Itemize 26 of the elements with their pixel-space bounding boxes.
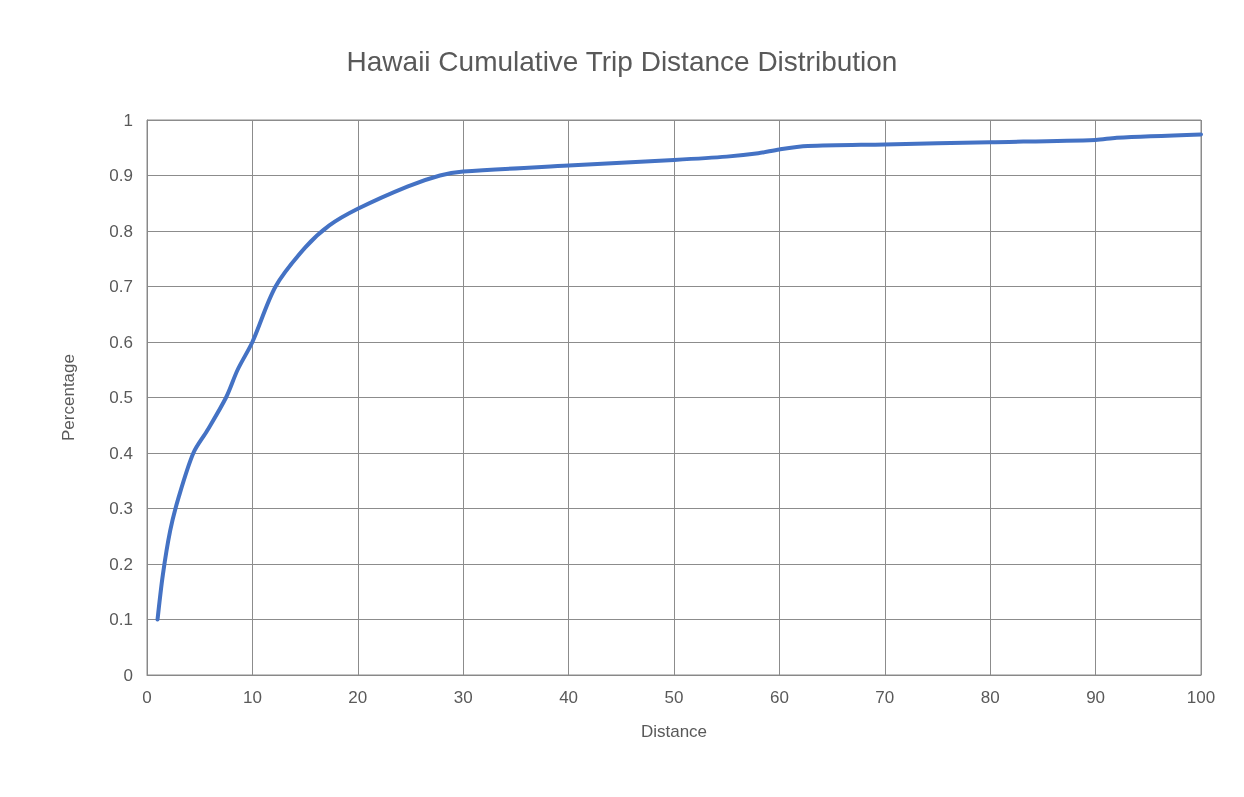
x-tick-label: 20 xyxy=(348,688,368,707)
y-tick-label: 0.6 xyxy=(109,332,133,352)
y-tick-label: 0.2 xyxy=(109,554,133,574)
x-tick-label: 60 xyxy=(769,688,789,707)
x-tick-label: 0 xyxy=(142,688,152,707)
x-tick-label: 100 xyxy=(1186,688,1216,707)
y-tick-label: 0 xyxy=(123,665,133,685)
y-tick-label: 1 xyxy=(123,110,133,130)
x-tick-label: 40 xyxy=(559,688,579,707)
x-axis-title: Distance xyxy=(640,722,708,741)
y-axis-title: Percentage xyxy=(59,354,78,441)
line-series xyxy=(155,132,1203,622)
x-tick-label: 80 xyxy=(980,688,1000,707)
y-tick-label: 0.4 xyxy=(109,443,133,463)
x-tick-label: 10 xyxy=(242,688,262,707)
x-tick-label: 30 xyxy=(453,688,473,707)
y-tick-label: 0.8 xyxy=(109,221,133,241)
y-tick-label: 0.3 xyxy=(109,499,133,518)
x-tick-label: 50 xyxy=(664,688,684,707)
y-tick-label: 0.7 xyxy=(109,277,133,296)
x-tick-label: 90 xyxy=(1086,688,1106,707)
y-tick-label: 0.1 xyxy=(109,610,133,629)
y-tick-label: 0.9 xyxy=(109,166,133,185)
y-tick-label: 0.5 xyxy=(109,388,133,407)
chart-title: Hawaii Cumulative Trip Distance Distribution xyxy=(346,45,898,77)
x-tick-label: 70 xyxy=(875,688,895,707)
